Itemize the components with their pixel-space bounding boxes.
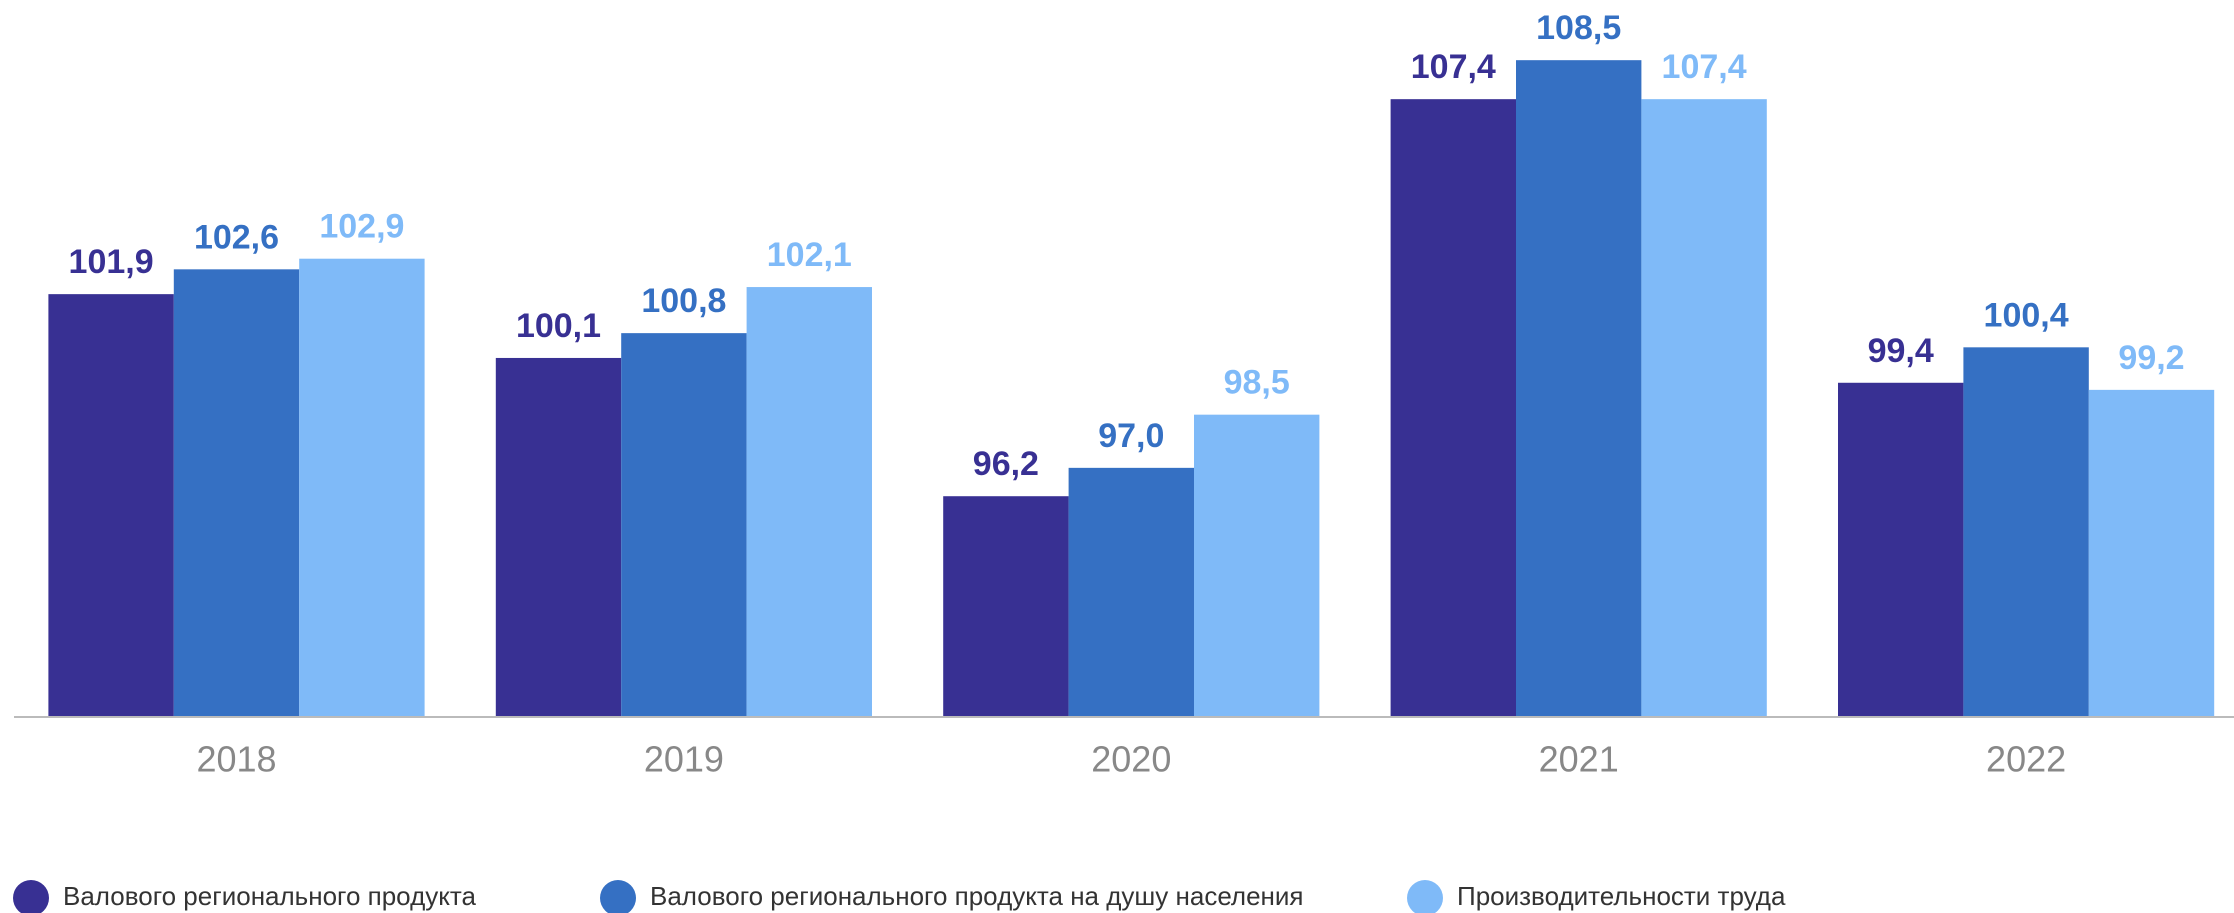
bar: [495, 357, 622, 716]
bar: [621, 333, 747, 716]
bar: [1838, 382, 1964, 716]
data-label: 102,1: [767, 236, 852, 274]
data-label: 107,4: [1662, 48, 1747, 86]
bar: [1390, 99, 1516, 717]
data-label: 98,5: [1224, 364, 1290, 402]
bar: [746, 287, 872, 716]
legend-label: Валового регионального продукта: [63, 881, 477, 911]
data-label: 108,5: [1536, 9, 1621, 47]
data-label: 99,4: [1868, 332, 1934, 370]
data-label: 99,2: [2118, 339, 2184, 377]
legend-label: Валового регионального продукта на душу …: [650, 881, 1304, 911]
x-tick-label: 2021: [1539, 739, 1619, 780]
data-label: 100,4: [1984, 296, 2069, 334]
bar: [1641, 99, 1767, 717]
legend-swatch: [600, 880, 636, 913]
data-label: 100,8: [641, 282, 726, 320]
bar: [1068, 467, 1194, 716]
legend-swatch: [1407, 880, 1443, 913]
x-tick-label: 2018: [196, 739, 276, 780]
bar: [1963, 347, 2089, 716]
bar: [48, 294, 174, 716]
bar: [299, 258, 425, 716]
legend-label: Производительности труда: [1457, 881, 1786, 911]
data-label: 97,0: [1098, 417, 1164, 455]
data-label: 107,4: [1411, 48, 1496, 86]
bar: [173, 269, 300, 716]
x-tick-label: 2019: [644, 739, 724, 780]
data-label: 101,9: [69, 243, 154, 281]
bar: [2088, 389, 2215, 716]
bar: [943, 496, 1069, 716]
data-label: 102,9: [319, 208, 404, 246]
bar: [1194, 414, 1320, 716]
data-label: 100,1: [516, 307, 601, 345]
legend-swatch: [13, 880, 49, 913]
data-label: 96,2: [973, 445, 1039, 483]
data-label: 102,6: [194, 218, 279, 256]
x-tick-label: 2022: [1986, 739, 2066, 780]
bar: [1516, 60, 1642, 717]
x-tick-label: 2020: [1091, 739, 1171, 780]
